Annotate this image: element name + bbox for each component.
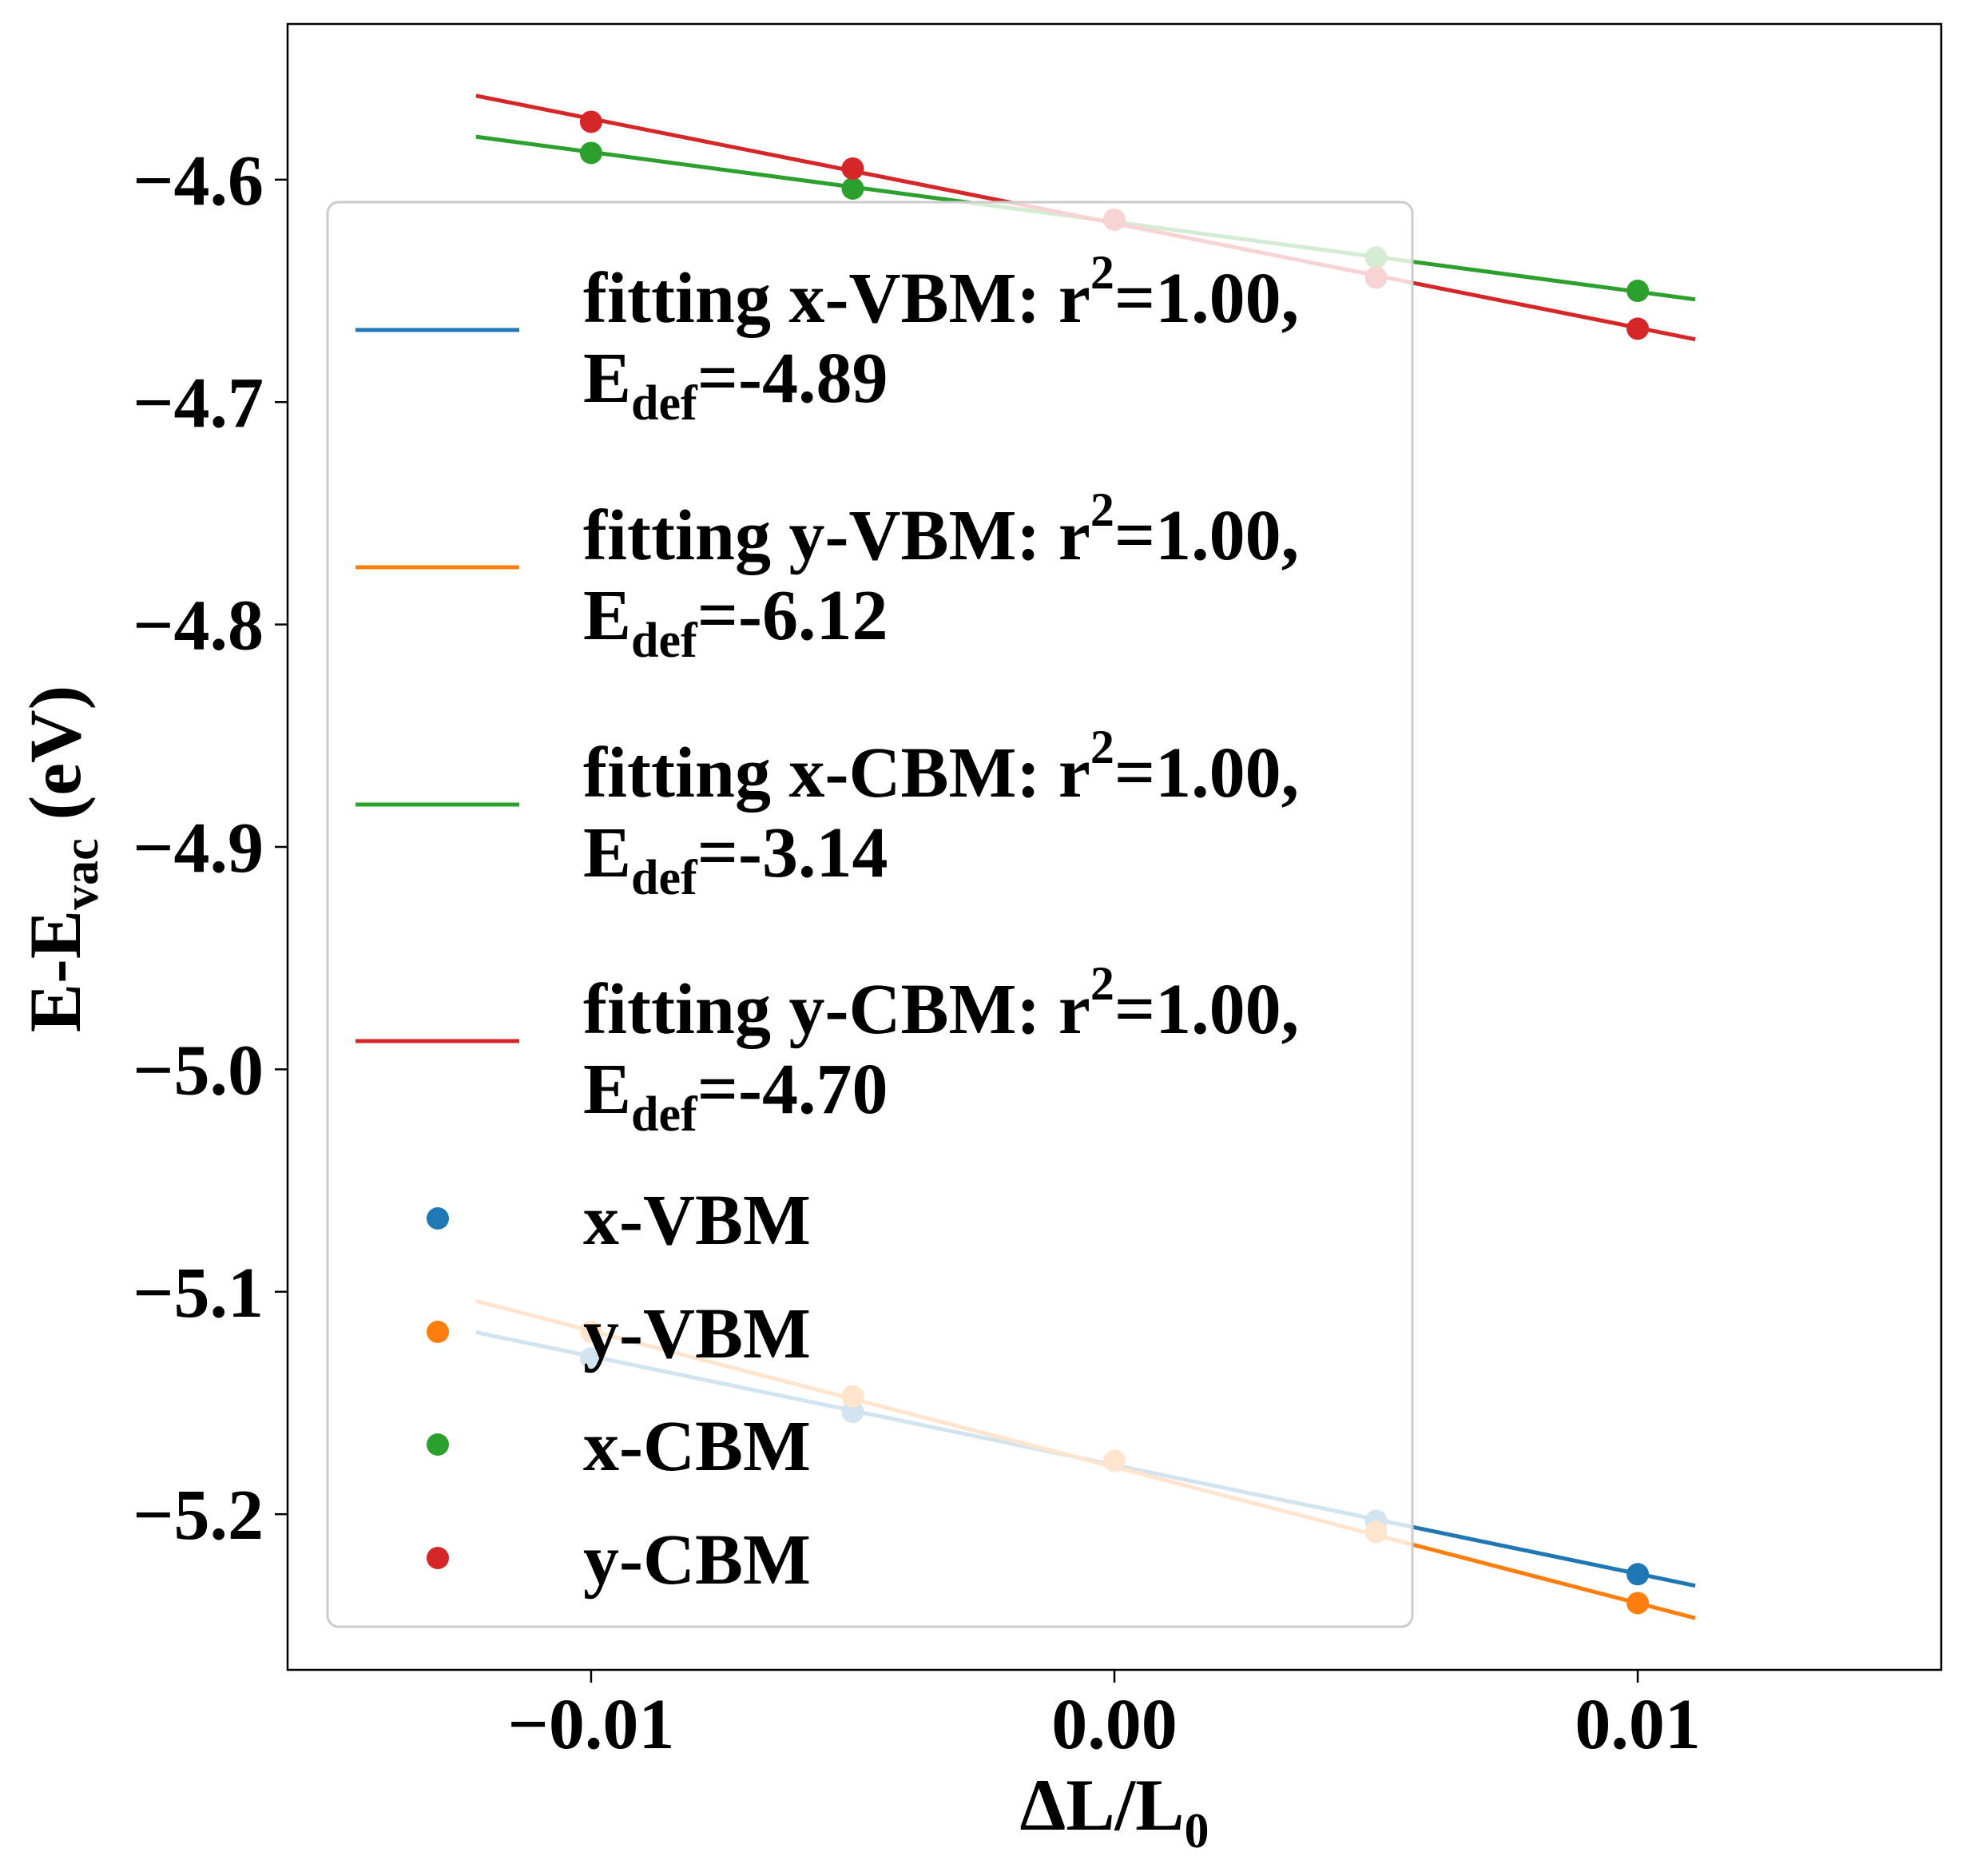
- legend-fit-label-main: fitting x-VBM: r: [583, 259, 1090, 338]
- y-axis-label-sub: vac: [54, 838, 109, 910]
- x-axis-label-sub: 0: [1184, 1804, 1209, 1858]
- legend-box: [326, 201, 1414, 1628]
- legend-edef-value: =-3.14: [697, 813, 888, 892]
- legend-marker-x-vbm: [427, 1207, 449, 1230]
- legend-fit-label-sup: 2: [1090, 246, 1114, 299]
- y-tick-label: −4.7: [133, 364, 264, 443]
- legend-fit-label-main: fitting x-CBM: r: [583, 733, 1090, 813]
- legend-edef-label: Edef=-4.70: [583, 1050, 888, 1142]
- x-tick-label: −0.01: [508, 1685, 675, 1764]
- legend-edef-label: Edef=-6.12: [583, 576, 888, 668]
- legend-series-label: y-VBM: [583, 1294, 811, 1373]
- legend: fitting x-VBM: r2=1.00,Edef=-4.89fitting…: [326, 201, 1414, 1628]
- legend-fit-label-tail: =1.00,: [1114, 733, 1299, 813]
- legend-fit-label-main: fitting y-VBM: r: [583, 496, 1090, 575]
- legend-edef-sub: def: [631, 851, 698, 905]
- legend-edef-prefix: E: [583, 576, 631, 655]
- legend-edef-sub: def: [631, 614, 698, 668]
- legend-marker-y-vbm: [427, 1321, 449, 1343]
- legend-fit-label: fitting y-VBM: r2=1.00,: [583, 483, 1299, 575]
- y-axis-label-pre: E-E: [14, 910, 96, 1032]
- legend-edef-sub: def: [631, 1087, 698, 1142]
- x-axis-ticks: −0.01 0.00 0.01: [508, 1670, 1701, 1764]
- legend-series-label: x-VBM: [583, 1181, 811, 1260]
- y-tick-label: −4.9: [133, 809, 264, 888]
- point-y-cbm-0: [579, 110, 602, 133]
- legend-fit-label-main: fitting y-CBM: r: [583, 970, 1090, 1049]
- legend-fit-label-sup: 2: [1090, 721, 1114, 773]
- legend-edef-prefix: E: [583, 339, 631, 418]
- x-axis-label-main: ΔL/L: [1020, 1764, 1185, 1846]
- y-tick-label: −5.0: [133, 1031, 264, 1110]
- x-tick-label: 0.01: [1575, 1685, 1701, 1764]
- point-x-cbm-1: [841, 177, 864, 200]
- legend-fit-label-tail: =1.00,: [1114, 970, 1299, 1049]
- legend-edef-sub: def: [631, 376, 698, 431]
- legend-edef-value: =-6.12: [697, 576, 888, 655]
- y-tick-label: −4.8: [133, 586, 264, 666]
- point-x-cbm-4: [1626, 280, 1650, 303]
- legend-fit-label: fitting x-VBM: r2=1.00,: [583, 246, 1299, 338]
- point-y-cbm-1: [841, 157, 864, 180]
- legend-fit-label-tail: =1.00,: [1114, 496, 1299, 575]
- point-y-cbm-4: [1626, 317, 1650, 340]
- legend-edef-label: Edef=-4.89: [583, 339, 888, 431]
- y-axis-label-post: (eV): [14, 686, 96, 839]
- y-axis-label: E-Evac (eV): [14, 686, 109, 1032]
- legend-fit-label-sup: 2: [1090, 483, 1114, 536]
- x-tick-label: 0.00: [1051, 1685, 1178, 1764]
- legend-fit-label-sup: 2: [1090, 957, 1114, 1010]
- y-tick-label: −5.1: [133, 1254, 264, 1333]
- y-tick-label: −5.2: [133, 1476, 264, 1555]
- legend-fit-label: fitting x-CBM: r2=1.00,: [583, 721, 1299, 813]
- legend-edef-label: Edef=-3.14: [583, 813, 888, 905]
- legend-series-label: x-CBM: [583, 1407, 811, 1486]
- point-x-vbm-4: [1626, 1563, 1650, 1586]
- point-x-cbm-0: [579, 141, 602, 165]
- legend-marker-y-cbm: [427, 1547, 449, 1569]
- legend-edef-prefix: E: [583, 1050, 631, 1129]
- legend-fit-label-tail: =1.00,: [1114, 259, 1299, 338]
- legend-edef-value: =-4.89: [697, 339, 888, 418]
- legend-edef-value: =-4.70: [697, 1050, 888, 1129]
- legend-fit-label: fitting y-CBM: r2=1.00,: [583, 957, 1299, 1049]
- y-tick-label: −4.6: [133, 141, 264, 221]
- legend-series-label: y-CBM: [583, 1520, 811, 1600]
- y-axis-ticks: −4.6 −4.7 −4.8 −4.9 −5.0 −5.1 −5.2: [133, 141, 288, 1555]
- x-axis-label: ΔL/L0: [1020, 1764, 1209, 1858]
- legend-edef-prefix: E: [583, 813, 631, 892]
- point-y-vbm-4: [1626, 1592, 1650, 1615]
- legend-marker-x-cbm: [427, 1433, 449, 1456]
